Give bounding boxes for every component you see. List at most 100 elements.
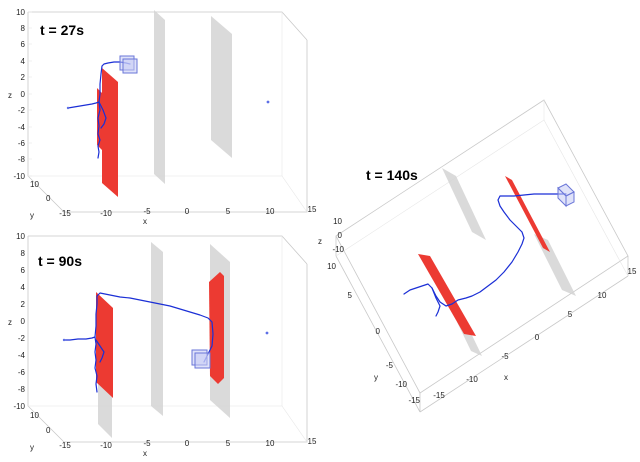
x-tick-label: -15 xyxy=(433,391,445,400)
z-tick-label: 10 xyxy=(333,217,342,226)
z-tick-label: 6 xyxy=(21,40,26,49)
axes-box-top-face xyxy=(335,99,629,394)
axes-box-right-bottom xyxy=(281,405,308,443)
panel-title: t = 27s xyxy=(40,22,84,38)
x-tick-label: 15 xyxy=(308,205,317,214)
x-tick-label: 5 xyxy=(226,207,231,216)
red-wall xyxy=(505,176,550,252)
start-point xyxy=(62,338,66,342)
x-tick-label: 0 xyxy=(535,333,540,342)
z-tick-label: 10 xyxy=(16,8,25,17)
axes-box-right-bottom xyxy=(281,175,308,213)
red-wall xyxy=(209,272,224,384)
z-axis-label: z xyxy=(318,237,322,246)
z-tick-label: 6 xyxy=(21,266,26,275)
x-tick-label: -10 xyxy=(466,375,478,384)
axes-box-edge xyxy=(335,119,545,257)
axes-box-edge xyxy=(335,255,421,413)
z-tick-label: 10 xyxy=(16,232,25,241)
trajectory-path xyxy=(403,193,567,307)
z-tick-label: -6 xyxy=(18,139,26,148)
x-tick-label: -5 xyxy=(143,439,151,448)
y-tick-label: 10 xyxy=(327,262,336,271)
gray-wall xyxy=(442,168,486,240)
z-tick-label: 4 xyxy=(21,283,26,292)
z-tick-label: 0 xyxy=(338,231,343,240)
z-tick-label: 0 xyxy=(21,317,26,326)
x-tick-label: -5 xyxy=(143,207,151,216)
trajectory-path xyxy=(431,287,441,317)
y-tick-label: 0 xyxy=(46,194,51,203)
z-tick-label: 8 xyxy=(21,24,26,33)
y-axis-label: y xyxy=(30,211,34,220)
y-tick-label: -10 xyxy=(395,380,407,389)
x-tick-label: -10 xyxy=(100,209,112,218)
axes-box-front xyxy=(27,236,308,443)
x-axis-label: x xyxy=(143,217,147,226)
z-tick-label: 4 xyxy=(21,57,26,66)
x-tick-label: -10 xyxy=(100,441,112,450)
x-tick-label: 15 xyxy=(628,267,637,276)
panel-title: t = 90s xyxy=(38,253,82,269)
goal-point xyxy=(265,331,269,335)
x-tick-label: 0 xyxy=(185,439,190,448)
x-axis-label: x xyxy=(504,373,508,382)
axes-box-front xyxy=(27,12,308,213)
y-tick-label: -5 xyxy=(386,361,394,370)
z-axis-label: z xyxy=(8,91,12,100)
gray-wall xyxy=(211,16,232,158)
x-tick-label: 0 xyxy=(185,207,190,216)
x-tick-label: 10 xyxy=(266,207,275,216)
z-tick-label: -10 xyxy=(13,172,25,181)
panel-3: 10 0 -10 z 10 5 0 -5 -10 -15 y -15 -10 -… xyxy=(318,99,637,413)
x-axis-label: x xyxy=(143,449,147,458)
start-point xyxy=(66,106,70,110)
x-tick-label: -15 xyxy=(59,209,71,218)
x-tick-label: -5 xyxy=(501,352,509,361)
panel-2: 10 8 6 4 2 0 -2 -4 -6 -8 -10 z 10 0 y -1… xyxy=(8,232,317,458)
y-tick-label: 0 xyxy=(376,327,381,336)
goal-point xyxy=(266,100,270,104)
y-tick-label: 10 xyxy=(30,411,39,420)
z-tick-label: -10 xyxy=(332,245,344,254)
z-tick-label: -4 xyxy=(18,351,26,360)
y-tick-label: 10 xyxy=(30,180,39,189)
trajectory-path xyxy=(94,292,214,363)
drone-marker xyxy=(191,349,211,369)
z-tick-label: -4 xyxy=(18,123,26,132)
panel-title: t = 140s xyxy=(366,167,418,183)
gray-wall xyxy=(534,234,576,296)
z-tick-label: -8 xyxy=(18,385,26,394)
drone-marker xyxy=(557,183,575,208)
z-tick-label: -6 xyxy=(18,368,26,377)
x-tick-label: 5 xyxy=(568,310,573,319)
gray-wall xyxy=(151,242,163,416)
z-tick-label: 2 xyxy=(21,300,26,309)
z-tick-label: 0 xyxy=(21,90,26,99)
x-tick-label: 5 xyxy=(226,439,231,448)
y-axis-label: y xyxy=(374,373,378,382)
x-tick-label: -15 xyxy=(59,441,71,450)
y-tick-label: 5 xyxy=(348,291,353,300)
trajectory-path xyxy=(63,336,98,393)
x-tick-label: 15 xyxy=(308,437,317,446)
trajectory-path xyxy=(95,339,105,363)
x-tick-label: 10 xyxy=(598,291,607,300)
gray-wall xyxy=(154,10,165,184)
trajectory-path xyxy=(67,101,101,159)
z-tick-label: -2 xyxy=(18,334,26,343)
z-tick-label: 8 xyxy=(21,249,26,258)
panel-1: 10 8 6 4 2 0 -2 -4 -6 -8 -10 z 10 0 y -1… xyxy=(8,8,317,226)
axes-box-edge xyxy=(419,275,629,413)
x-tick-label: 10 xyxy=(266,439,275,448)
y-tick-label: -15 xyxy=(408,396,420,405)
red-wall xyxy=(102,68,118,197)
z-tick-label: -10 xyxy=(13,402,25,411)
z-tick-label: -8 xyxy=(18,155,26,164)
z-tick-marks xyxy=(28,11,32,177)
red-wall xyxy=(418,254,476,336)
y-axis-label: y xyxy=(30,443,34,452)
trajectory-path xyxy=(98,101,107,129)
red-wall xyxy=(96,292,113,398)
